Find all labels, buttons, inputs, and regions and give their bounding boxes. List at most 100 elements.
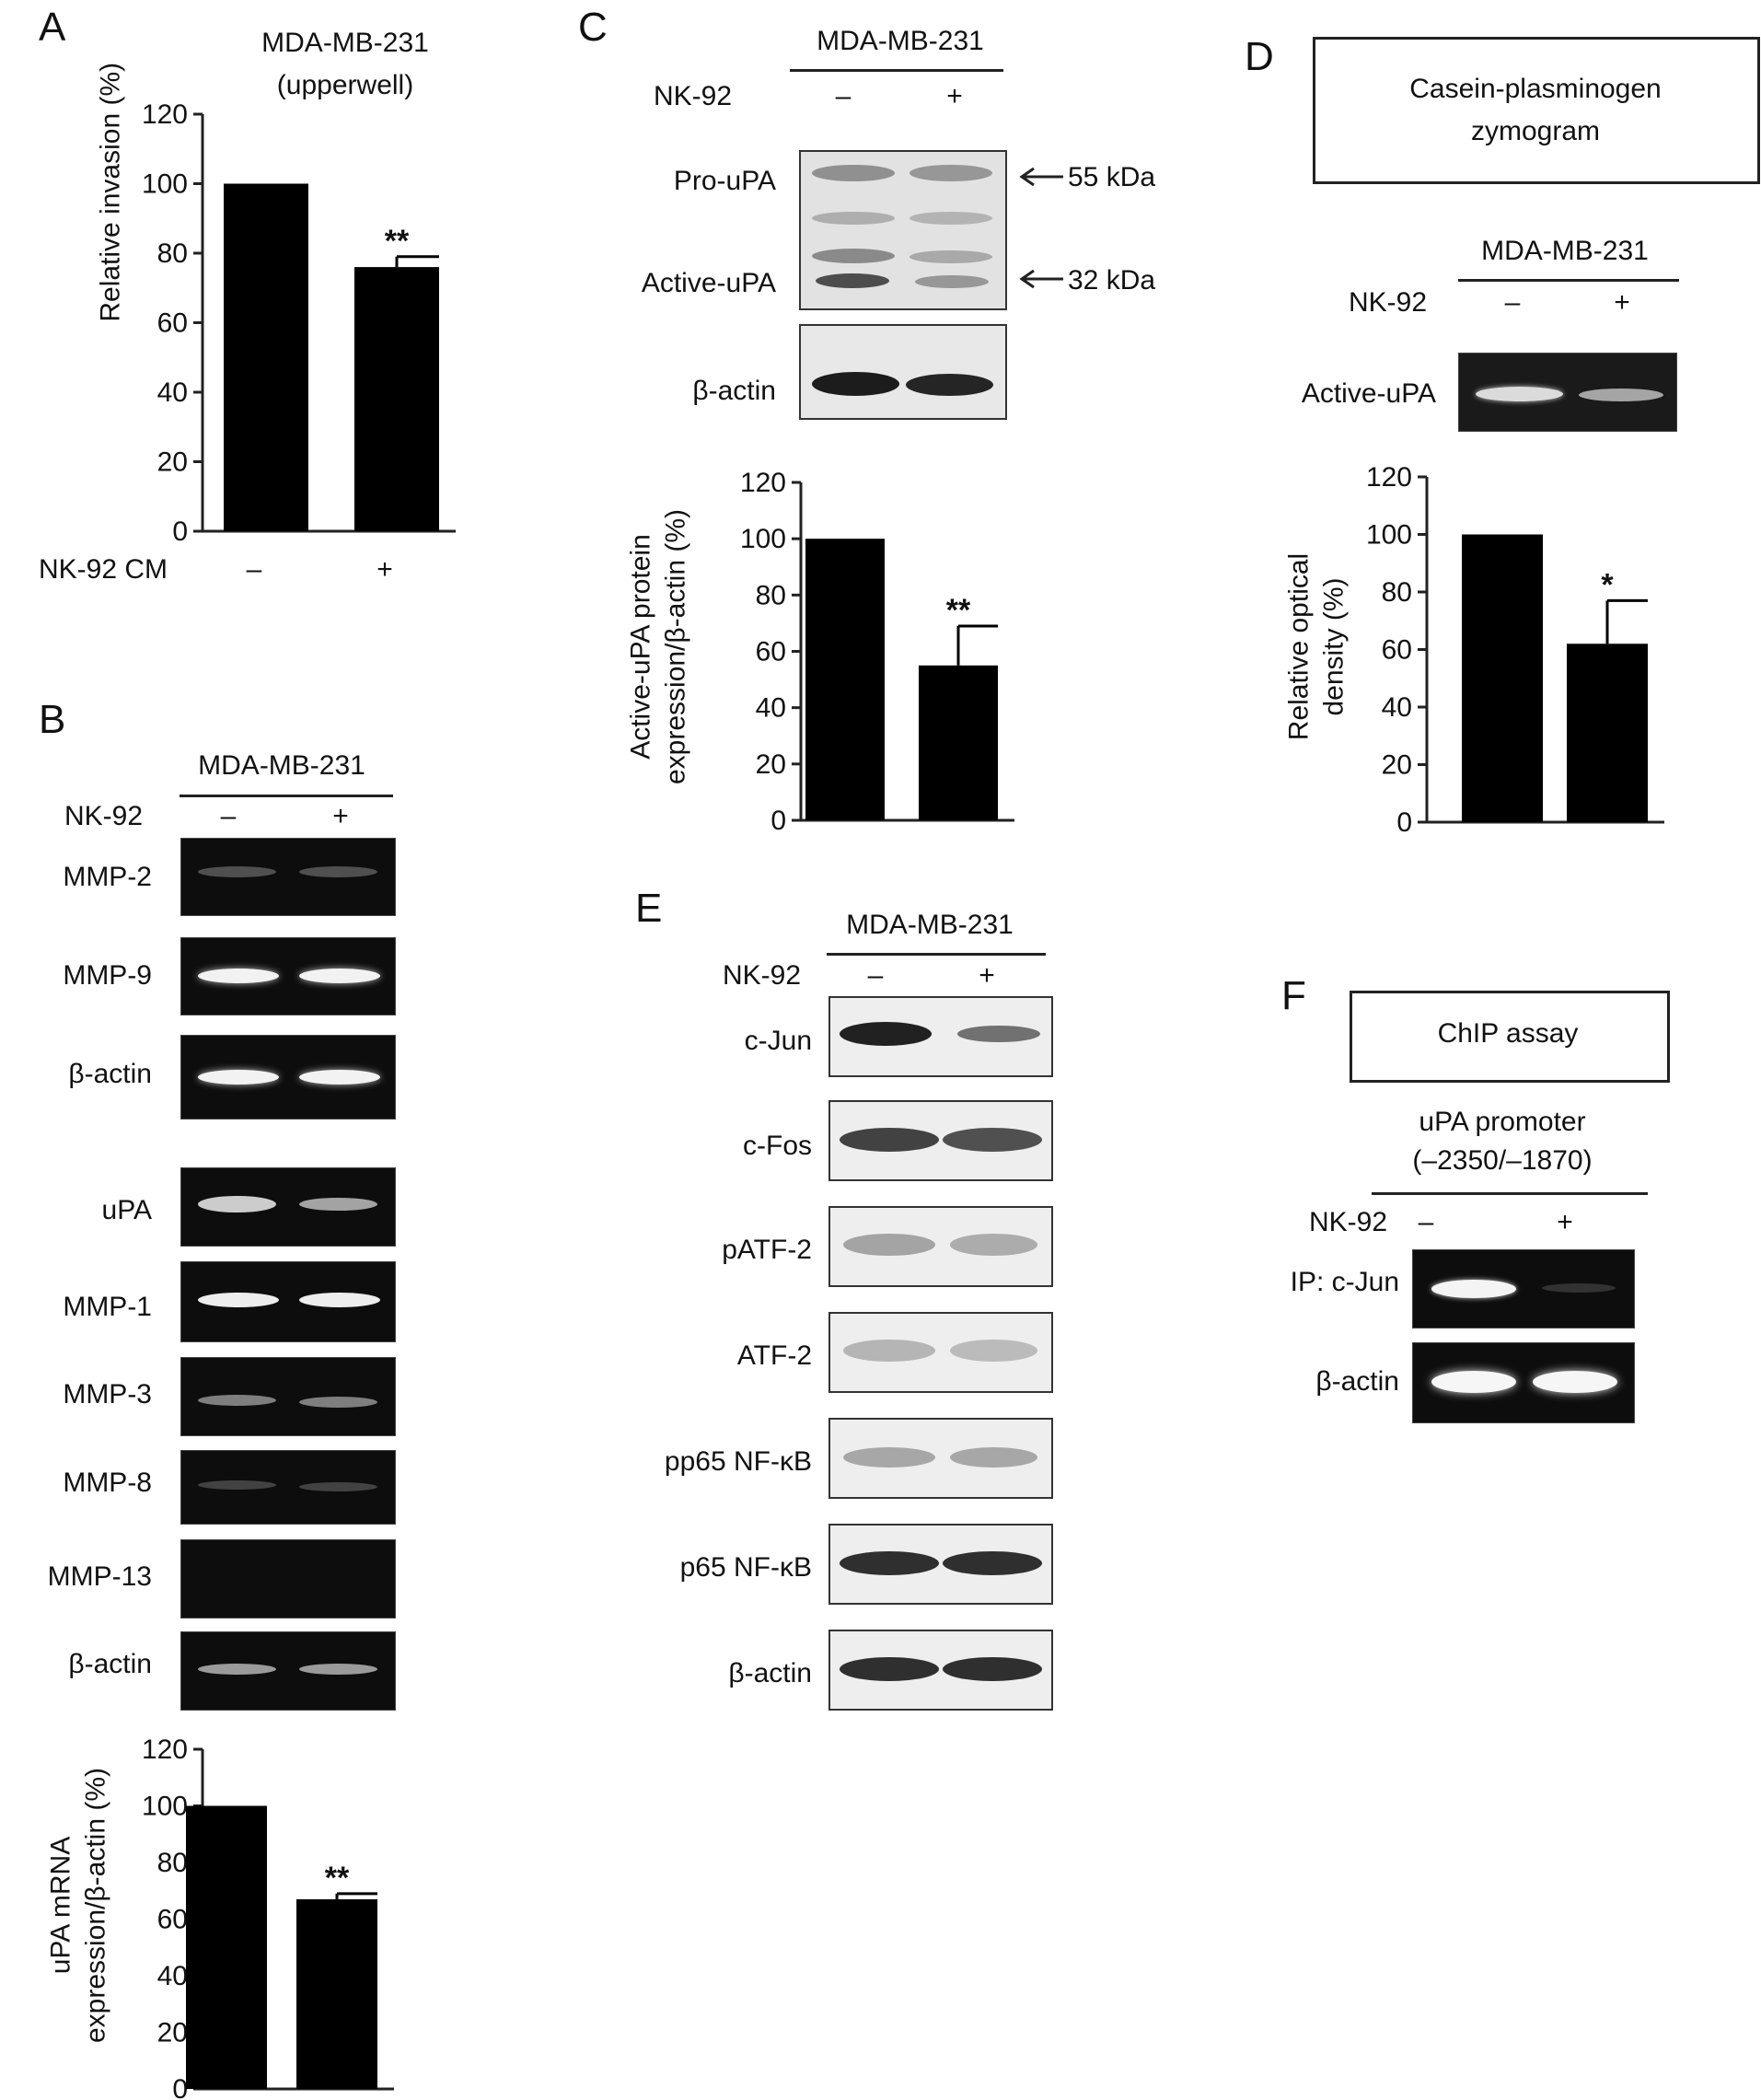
bar-control xyxy=(1462,534,1543,822)
bar-nk92 xyxy=(354,267,439,531)
bar-control xyxy=(224,183,308,531)
band xyxy=(812,212,895,225)
band xyxy=(198,969,279,983)
band xyxy=(943,1551,1042,1575)
panel-b-y-label-line1: uPA mRNA xyxy=(45,1836,76,1975)
y-tick-label: 40 xyxy=(157,1961,188,1991)
panel-a-title-line1: MDA-MB-231 xyxy=(261,28,429,58)
panel-a-plus: + xyxy=(377,554,393,585)
y-tick-label: 120 xyxy=(740,468,786,498)
panel-b-header-line xyxy=(180,795,393,797)
y-tick-label: 20 xyxy=(1382,750,1412,781)
band xyxy=(840,1128,939,1152)
gel-mmp13 xyxy=(180,1539,396,1619)
panel-d-band-label: Active-uPA xyxy=(1301,378,1436,409)
panel-e-header-line xyxy=(827,953,1046,956)
band xyxy=(198,866,276,877)
panel-e-treatment-label: NK-92 xyxy=(723,960,802,991)
y-tick-label: 80 xyxy=(157,1848,188,1878)
band xyxy=(950,1447,1037,1468)
panel-c-letter: C xyxy=(578,5,608,50)
band xyxy=(198,1395,276,1406)
panel-c-actin-label: β-actin xyxy=(692,376,776,406)
panel-c-header-line xyxy=(790,69,1003,72)
panel-e-cell-line: MDA-MB-231 xyxy=(846,910,1014,940)
band xyxy=(906,374,993,396)
significance-marker: ** xyxy=(385,224,410,259)
panel-e-plus: + xyxy=(979,960,995,991)
y-tick-label: 20 xyxy=(756,749,786,780)
panel-a-y-axis-label: Relative invasion (%) xyxy=(95,62,126,322)
panel-d-y-label-line1: Relative optical xyxy=(1283,552,1315,741)
band xyxy=(198,1664,276,1675)
gel-label-mmp8: MMP-8 xyxy=(63,1468,152,1498)
gel-label-mmp3: MMP-3 xyxy=(63,1379,152,1410)
gel-label-b-actin-1: β-actin xyxy=(68,1059,152,1089)
panel-d-box-line1: Casein-plasminogen xyxy=(1409,74,1662,104)
y-tick-label: 80 xyxy=(756,580,786,610)
significance-marker: * xyxy=(1601,567,1614,602)
panel-f-promoter-line2: (–2350/–1870) xyxy=(1412,1145,1593,1176)
y-tick-label: 40 xyxy=(756,693,786,724)
panel-f-ip-label: IP: c-Jun xyxy=(1290,1267,1399,1297)
band xyxy=(840,1657,939,1681)
gel-label-mmp9: MMP-9 xyxy=(63,960,152,991)
blot-p65-nfkb xyxy=(828,1524,1053,1605)
panel-d-plus: + xyxy=(1614,287,1630,318)
y-tick-label: 120 xyxy=(1366,462,1412,493)
band xyxy=(957,1026,1040,1042)
band xyxy=(299,1664,377,1675)
panel-c-cell-line: MDA-MB-231 xyxy=(817,26,984,56)
panel-a-title-line2: (upperwell) xyxy=(276,70,414,100)
band xyxy=(812,249,895,263)
panel-f-title-box xyxy=(1350,991,1670,1083)
band xyxy=(915,275,989,288)
panel-f-promoter-line1: uPA promoter xyxy=(1419,1107,1586,1137)
y-tick-label: 100 xyxy=(1366,520,1412,551)
panel-a-minus: – xyxy=(246,554,262,585)
panel-c-pro-upa-label: Pro-uPA xyxy=(673,166,776,196)
band xyxy=(299,1198,377,1211)
arrow-55-kda-head xyxy=(1019,167,1035,187)
bar-nk92 xyxy=(1567,644,1648,822)
blot-pp65-nfkb xyxy=(828,1418,1053,1499)
y-tick-label: 60 xyxy=(756,637,786,667)
band xyxy=(816,273,889,288)
blot-label-c-jun: c-Jun xyxy=(744,1026,812,1056)
band xyxy=(840,1022,932,1046)
panel-b-plus: + xyxy=(332,801,349,831)
blot-label-patf-2: pATF-2 xyxy=(722,1235,812,1265)
band xyxy=(1533,1371,1617,1393)
panel-f-actin-label: β-actin xyxy=(1315,1366,1399,1397)
bar-control xyxy=(805,539,885,820)
panel-b-minus: – xyxy=(220,801,237,831)
gel-mmp3 xyxy=(180,1357,396,1436)
blot-label-pp65-nfkb: pp65 NF-κB xyxy=(664,1446,812,1477)
band xyxy=(299,866,377,877)
significance-marker: ** xyxy=(946,593,971,628)
panel-f-ip-gel xyxy=(1412,1249,1635,1328)
blot-label-p65-nfkb: p65 NF-κB xyxy=(679,1552,812,1583)
band xyxy=(950,1340,1037,1362)
panel-b-cell-line: MDA-MB-231 xyxy=(198,750,365,781)
panel-f-box-label: ChIP assay xyxy=(1437,1018,1579,1049)
gel-b-actin-1 xyxy=(180,1035,396,1120)
y-tick-label: 60 xyxy=(157,1905,188,1935)
panel-c-actin-blot xyxy=(799,324,1007,420)
band xyxy=(843,1234,935,1256)
band xyxy=(299,1293,380,1307)
panel-a-chart: 0 20 40 60 80 100 120 ** xyxy=(142,99,456,547)
panel-d-y-label-line2: density (%) xyxy=(1318,577,1349,716)
panel-b-treatment-label: NK-92 xyxy=(64,801,144,831)
band xyxy=(943,1128,1042,1152)
panel-c-minus: – xyxy=(835,81,852,111)
panel-c-y-label-line1: Active-uPA protein xyxy=(625,534,656,760)
panel-c-arrows xyxy=(1019,167,1063,289)
y-tick-label: 40 xyxy=(1382,692,1412,723)
panel-c-upa-blot xyxy=(799,150,1007,310)
panel-f-actin-gel xyxy=(1412,1342,1635,1423)
y-tick-label: 80 xyxy=(157,238,188,269)
y-tick-label: 0 xyxy=(1396,807,1412,838)
panel-f-treatment-label: NK-92 xyxy=(1309,1207,1388,1237)
y-tick-label: 120 xyxy=(142,1735,188,1765)
